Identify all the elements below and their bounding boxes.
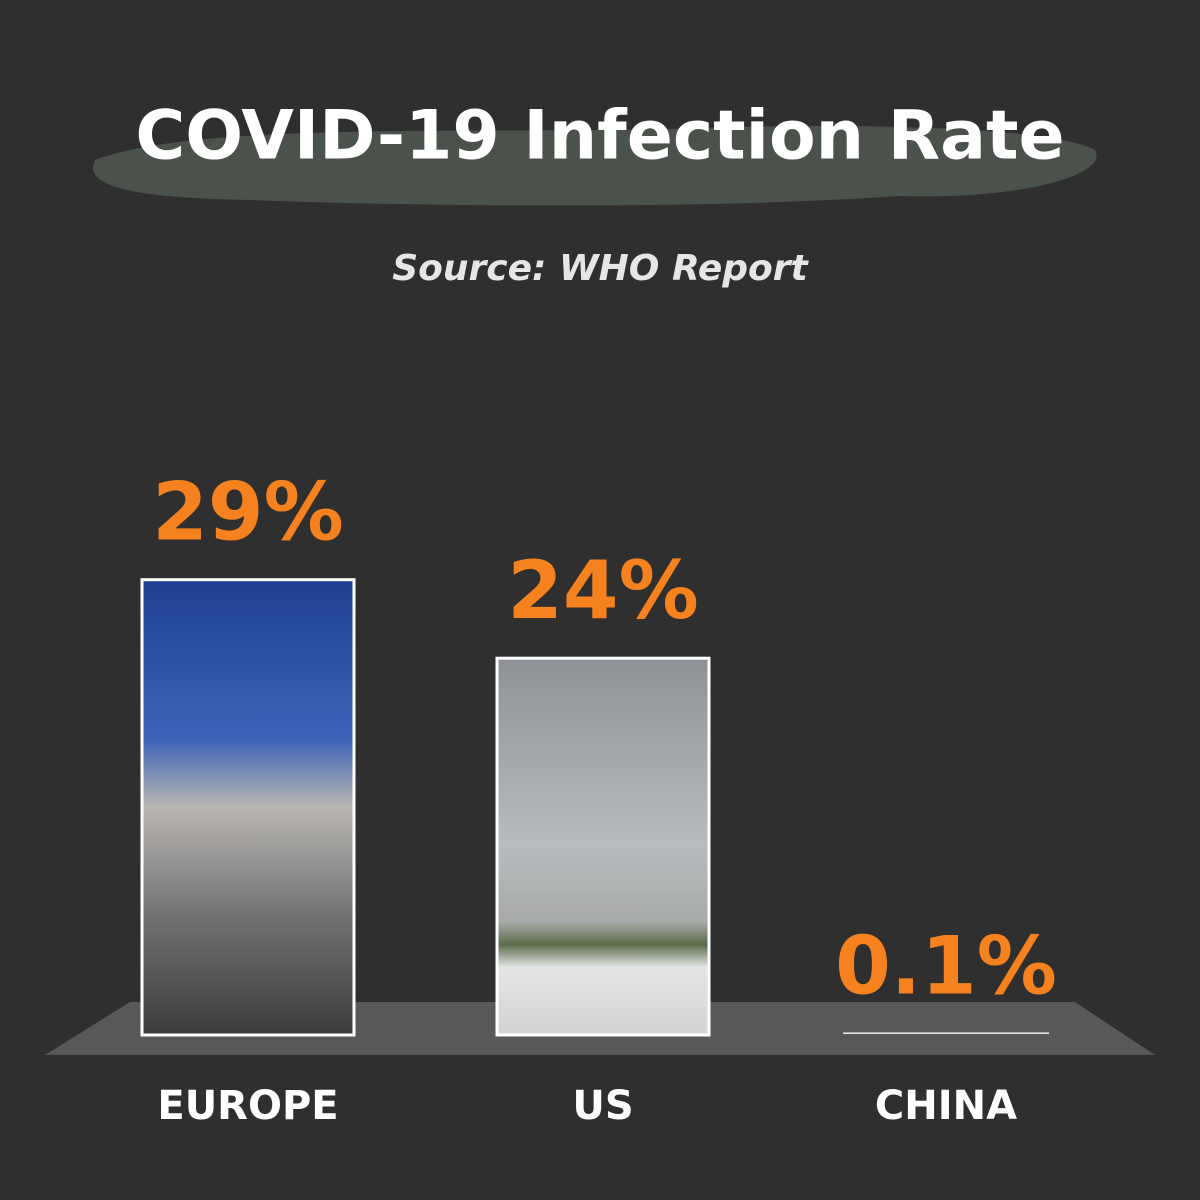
bar <box>140 578 356 1037</box>
category-label: US <box>572 1083 633 1129</box>
title-brush <box>92 126 1097 206</box>
category-label: CHINA <box>875 1083 1017 1129</box>
chart-title: COVID-19 Infection Rate <box>135 97 1064 176</box>
value-label: 24% <box>507 544 698 637</box>
value-label: 29% <box>152 466 343 559</box>
value-label: 0.1% <box>835 919 1057 1012</box>
category-label: EUROPE <box>157 1083 338 1129</box>
bar <box>843 1032 1049 1034</box>
bar <box>495 656 711 1037</box>
chart-subtitle: Source: WHO Report <box>392 248 809 289</box>
